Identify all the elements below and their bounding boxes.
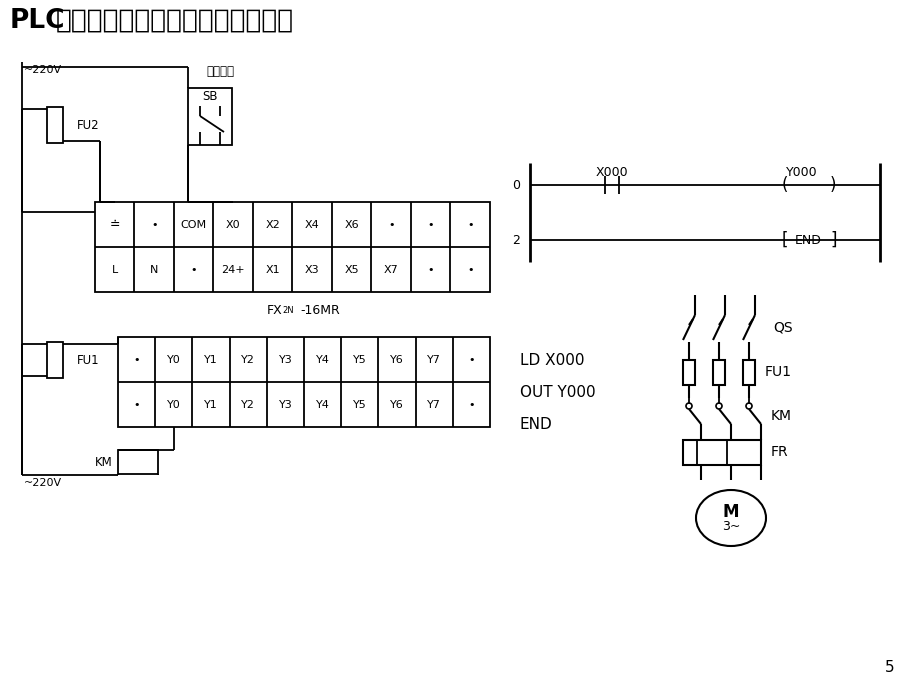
Text: •: • bbox=[468, 355, 474, 364]
Bar bbox=[682, 360, 694, 385]
Text: 5: 5 bbox=[884, 660, 894, 676]
Text: OUT Y000: OUT Y000 bbox=[519, 384, 595, 400]
Text: PLC: PLC bbox=[10, 8, 65, 34]
Text: 24+: 24+ bbox=[221, 264, 244, 275]
Text: Y2: Y2 bbox=[241, 400, 255, 409]
Text: Y3: Y3 bbox=[278, 400, 292, 409]
Text: [: [ bbox=[781, 231, 788, 249]
Text: N: N bbox=[150, 264, 158, 275]
Text: M: M bbox=[722, 503, 739, 521]
Text: 点动按钮: 点动按钮 bbox=[206, 65, 233, 78]
Text: Y5: Y5 bbox=[353, 400, 367, 409]
Text: •: • bbox=[190, 264, 197, 275]
Text: Y3: Y3 bbox=[278, 355, 292, 364]
Text: X000: X000 bbox=[595, 166, 628, 179]
Text: Y2: Y2 bbox=[241, 355, 255, 364]
Text: FU1: FU1 bbox=[77, 353, 99, 366]
Text: Y000: Y000 bbox=[786, 166, 817, 179]
Text: ~220V: ~220V bbox=[24, 65, 62, 75]
Text: X2: X2 bbox=[265, 219, 279, 230]
Text: X6: X6 bbox=[344, 219, 358, 230]
Text: •: • bbox=[151, 219, 157, 230]
Text: 3~: 3~ bbox=[721, 520, 740, 533]
Text: Y0: Y0 bbox=[166, 400, 180, 409]
Bar bbox=[47, 107, 62, 143]
Text: LD X000: LD X000 bbox=[519, 353, 584, 368]
Bar bbox=[118, 450, 158, 474]
Text: •: • bbox=[427, 264, 434, 275]
Text: QS: QS bbox=[772, 320, 792, 334]
Bar bbox=[47, 342, 62, 378]
Text: COM: COM bbox=[180, 219, 207, 230]
Text: FX: FX bbox=[267, 304, 282, 317]
Text: Y7: Y7 bbox=[426, 400, 440, 409]
Text: Y5: Y5 bbox=[353, 355, 367, 364]
Text: •: • bbox=[133, 400, 140, 409]
Text: •: • bbox=[467, 219, 473, 230]
Text: 0: 0 bbox=[512, 179, 519, 192]
Text: END: END bbox=[519, 417, 552, 431]
Bar bbox=[682, 440, 760, 465]
Text: X1: X1 bbox=[266, 264, 279, 275]
Text: Y6: Y6 bbox=[390, 400, 403, 409]
Text: •: • bbox=[468, 400, 474, 409]
Text: 控制的电动机点动控制线路和程序: 控制的电动机点动控制线路和程序 bbox=[56, 8, 294, 34]
Bar bbox=[743, 360, 754, 385]
Bar bbox=[95, 202, 490, 292]
Text: -16MR: -16MR bbox=[301, 304, 340, 317]
Text: •: • bbox=[427, 219, 434, 230]
Text: KM: KM bbox=[770, 409, 791, 423]
Text: L: L bbox=[111, 264, 118, 275]
Bar bbox=[712, 360, 724, 385]
Text: Y7: Y7 bbox=[426, 355, 440, 364]
Text: ~220V: ~220V bbox=[24, 478, 62, 488]
Text: ≐: ≐ bbox=[109, 218, 119, 231]
Text: Y0: Y0 bbox=[166, 355, 180, 364]
Text: Y6: Y6 bbox=[390, 355, 403, 364]
Bar bbox=[118, 337, 490, 427]
Text: ]: ] bbox=[829, 231, 835, 249]
Text: X3: X3 bbox=[304, 264, 319, 275]
Text: FU1: FU1 bbox=[765, 365, 791, 379]
Text: •: • bbox=[467, 264, 473, 275]
Text: •: • bbox=[133, 355, 140, 364]
Text: 2: 2 bbox=[512, 233, 519, 246]
Text: FR: FR bbox=[770, 445, 788, 459]
Text: Y1: Y1 bbox=[204, 355, 218, 364]
Text: ): ) bbox=[829, 176, 835, 194]
Text: END: END bbox=[794, 233, 821, 246]
Text: KM: KM bbox=[96, 455, 113, 469]
Text: Y1: Y1 bbox=[204, 400, 218, 409]
Text: SB: SB bbox=[202, 90, 218, 103]
Text: X5: X5 bbox=[344, 264, 358, 275]
Text: Y4: Y4 bbox=[315, 355, 329, 364]
Text: X7: X7 bbox=[383, 264, 398, 275]
Text: (: ( bbox=[781, 176, 788, 194]
Text: Y4: Y4 bbox=[315, 400, 329, 409]
Bar bbox=[187, 88, 232, 145]
Text: 2N: 2N bbox=[282, 306, 294, 315]
Text: X0: X0 bbox=[226, 219, 240, 230]
Text: •: • bbox=[388, 219, 394, 230]
Text: FU2: FU2 bbox=[77, 119, 99, 132]
Text: X4: X4 bbox=[304, 219, 319, 230]
